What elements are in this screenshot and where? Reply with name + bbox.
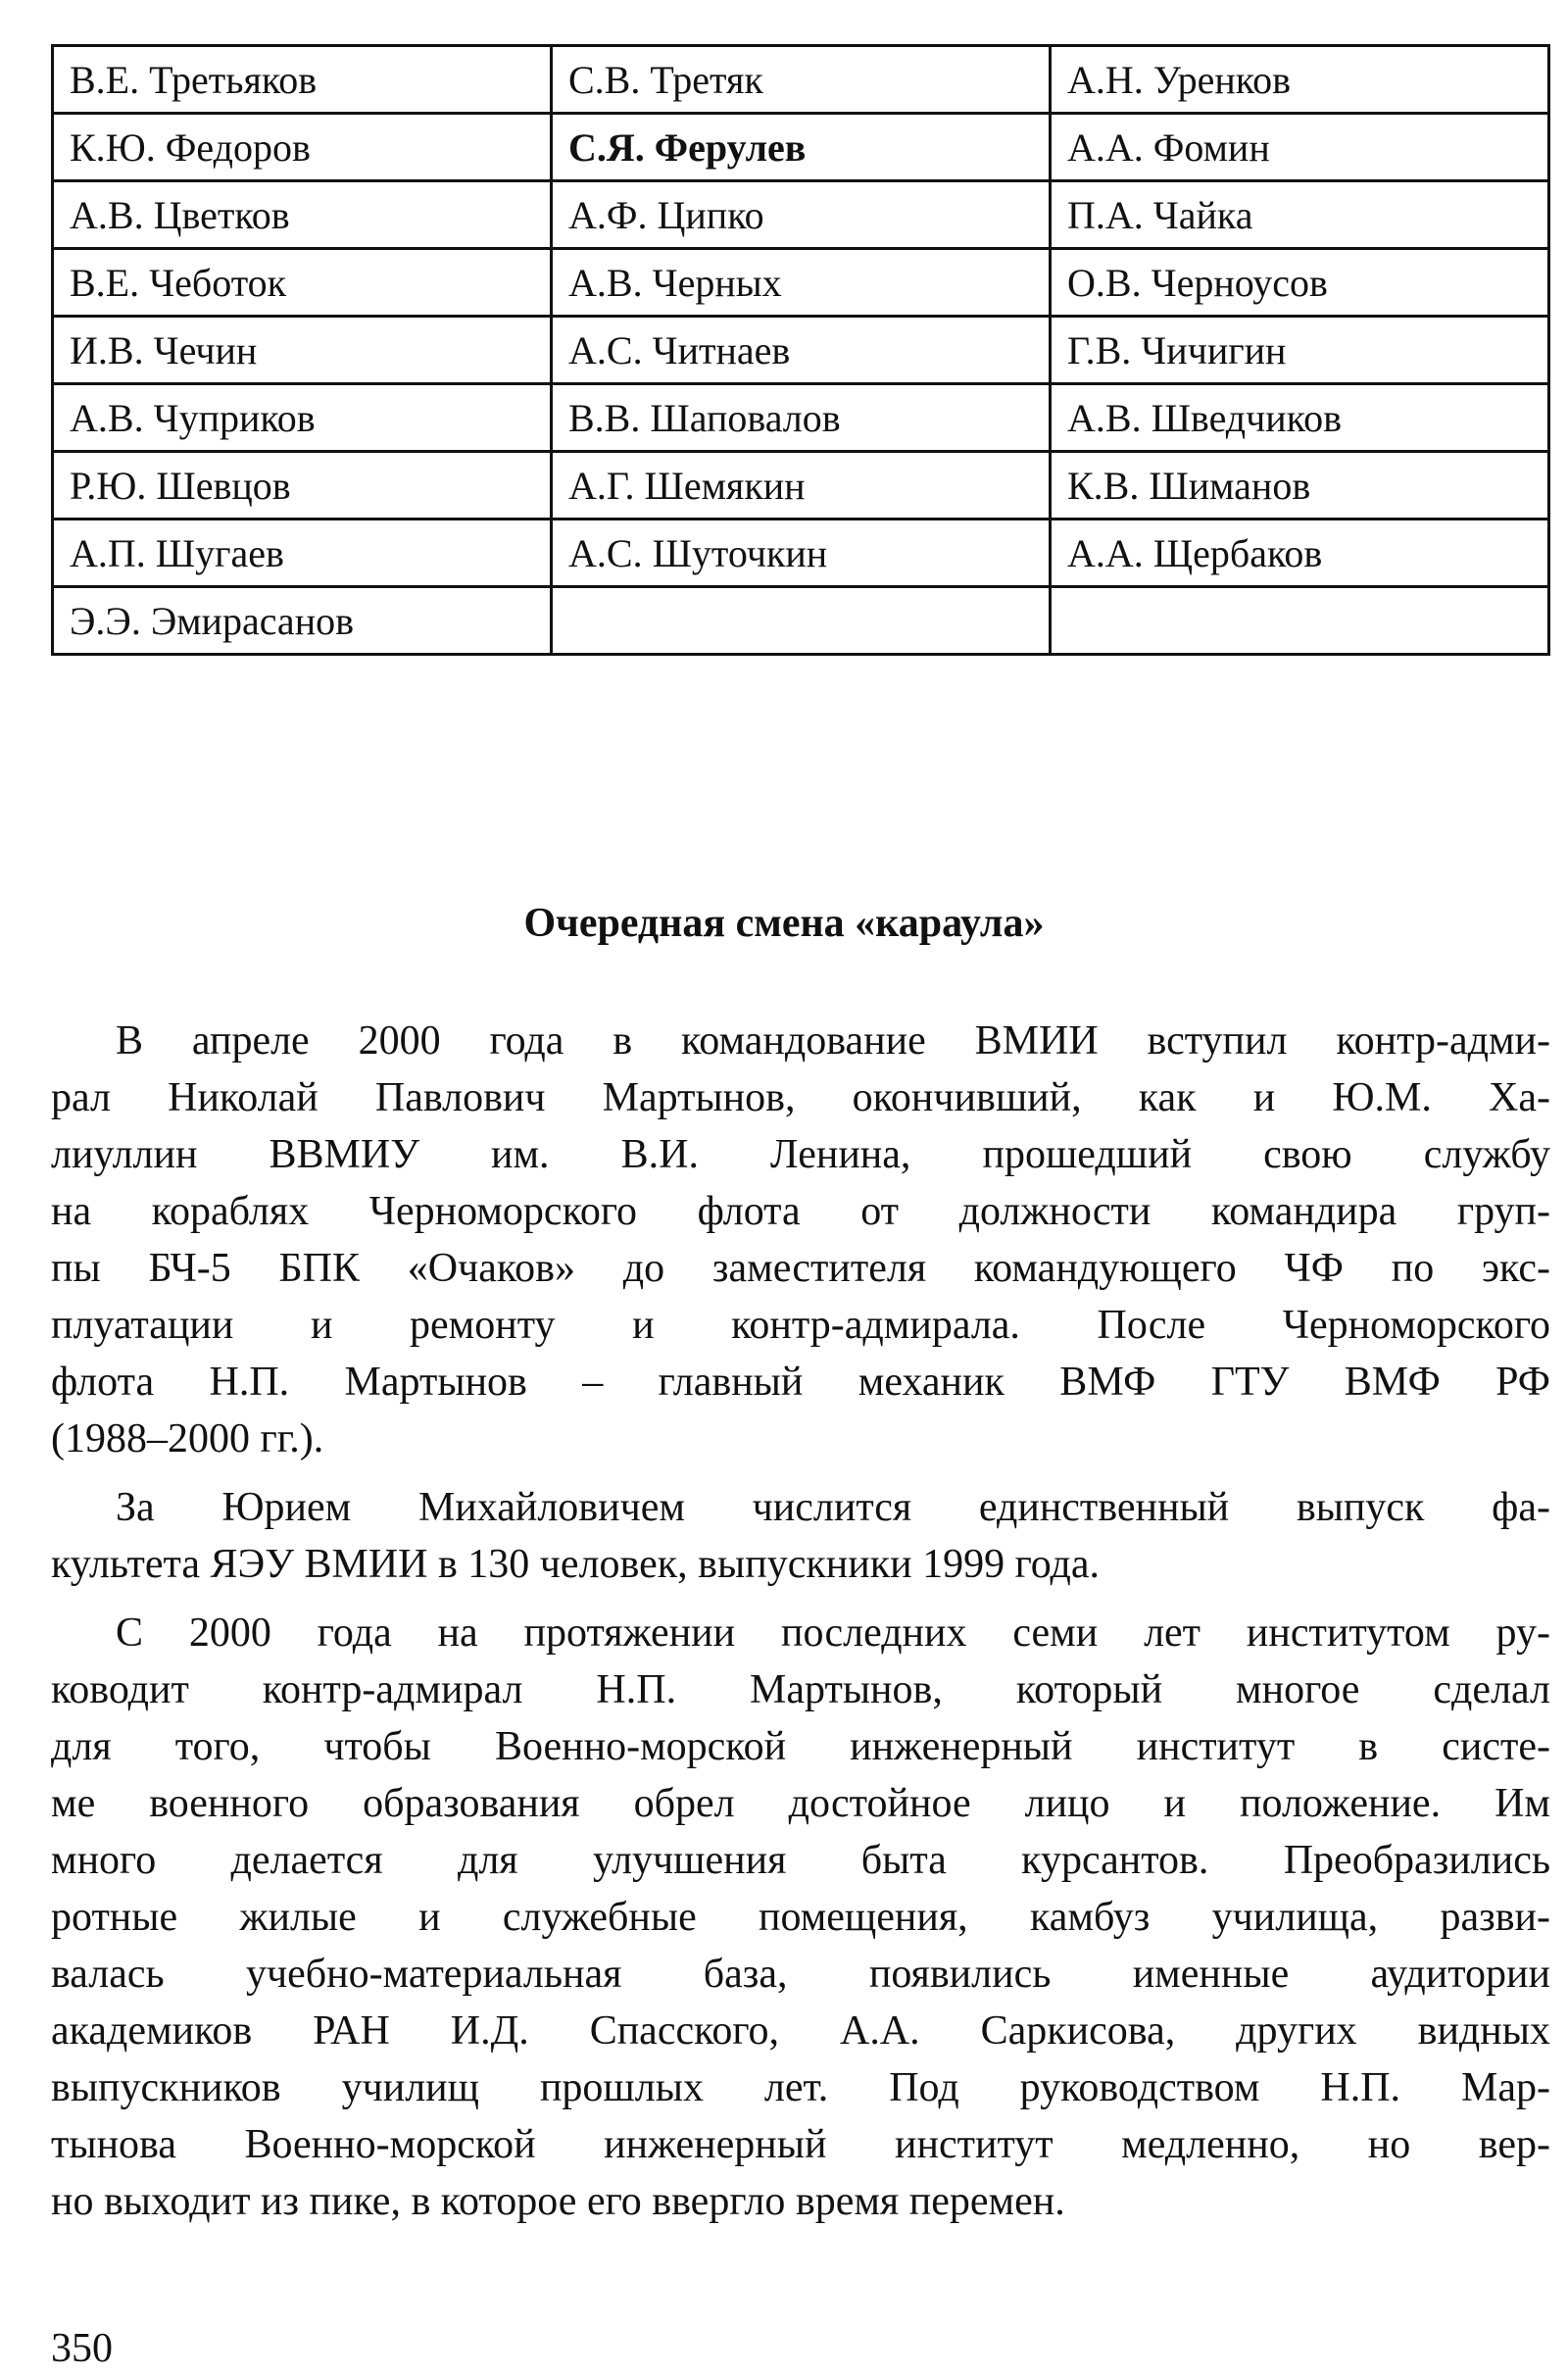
section-heading: Очередная смена «караула» <box>523 901 1045 946</box>
table-cell: А.Ф. Ципко <box>550 179 1052 250</box>
table-cell: К.В. Шиманов <box>1049 450 1550 520</box>
table-cell: Э.Э. Эмирасанов <box>51 585 553 656</box>
table-cell: Р.Ю. Шевцов <box>51 450 553 520</box>
table-cell: А.С. Шуточкин <box>550 518 1052 588</box>
table-cell: В.В. Шаповалов <box>550 382 1052 453</box>
table-row: Р.Ю. Шевцов А.Г. Шемякин К.В. Шиманов <box>51 450 1550 520</box>
paragraph: С 2000 года на протяжении последних семи… <box>51 1605 1550 2230</box>
text-line: академиков РАН И.Д. Спасского, А.А. Сарк… <box>51 2008 1550 2054</box>
text-line: В апреле 2000 года в командование ВМИИ в… <box>116 1018 1550 1064</box>
table-cell <box>550 585 1052 656</box>
table-cell: П.А. Чайка <box>1049 179 1550 250</box>
text-line: тынова Военно-морской инженерный институ… <box>51 2122 1550 2167</box>
text-line: флота Н.П. Мартынов – главный механик ВМ… <box>51 1360 1550 1405</box>
table-cell: А.В. Черных <box>550 247 1052 318</box>
table-row: И.В. Чечин А.С. Читнаев Г.В. Чичигин <box>51 315 1550 385</box>
table-cell: С.В. Третяк <box>550 44 1052 115</box>
names-table: В.Е. Третьяков С.В. Третяк А.Н. Уренков К.Ю… <box>51 44 1550 656</box>
text-line: плуатации и ремонту и контр-адмирала. По… <box>51 1303 1550 1348</box>
table-cell: А.П. Шугаев <box>51 518 553 588</box>
table-cell: А.Н. Уренков <box>1049 44 1550 115</box>
table-cell: А.В. Цветков <box>51 179 553 250</box>
text-line: для того, чтобы Военно-морской инженерны… <box>51 1724 1550 1769</box>
table-cell: А.А. Фомин <box>1049 112 1550 182</box>
text-line: на кораблях Черноморского флота от должн… <box>51 1189 1550 1234</box>
text-line: ме военного образования обрел достойное … <box>51 1781 1550 1826</box>
table-cell: А.В. Чуприков <box>51 382 553 453</box>
text-line: выпускников училищ прошлых лет. Под руко… <box>51 2065 1550 2110</box>
text-line: но выходит из пике, в которое его ввергл… <box>51 2179 1065 2224</box>
text-line: рал Николай Павлович Мартынов, окончивши… <box>51 1075 1550 1120</box>
table-cell: С.Я. Ферулев <box>550 112 1052 182</box>
text-line: много делается для улучшения быта курсан… <box>51 1838 1550 1883</box>
text-line: (1988–2000 гг.). <box>51 1416 324 1461</box>
text-line: С 2000 года на протяжении последних семи… <box>116 1610 1550 1656</box>
table-cell: А.Г. Шемякин <box>550 450 1052 520</box>
table-cell: А.С. Читнаев <box>550 315 1052 385</box>
text-line: культета ЯЭУ ВМИИ в 130 человек, выпускн… <box>51 1542 1101 1587</box>
table-row: Э.Э. Эмирасанов <box>51 585 1550 656</box>
table-row: В.Е. Третьяков С.В. Третяк А.Н. Уренков <box>51 44 1550 115</box>
paragraph: В апреле 2000 года в командование ВМИИ в… <box>51 1013 1550 1467</box>
table-cell: А.А. Щербаков <box>1049 518 1550 588</box>
paragraph: За Юрием Михайловичем числится единствен… <box>51 1479 1550 1593</box>
text-line: пы БЧ-5 БПК «Очаков» до заместителя кома… <box>51 1246 1550 1291</box>
text-line: ководит контр-адмирал Н.П. Мартынов, кот… <box>51 1667 1550 1712</box>
table-row: А.В. Чуприков В.В. Шаповалов А.В. Шведчико… <box>51 382 1550 453</box>
table-cell: В.Е. Чеботок <box>51 247 553 318</box>
table-cell: Г.В. Чичигин <box>1049 315 1550 385</box>
table-cell: И.В. Чечин <box>51 315 553 385</box>
table-cell: В.Е. Третьяков <box>51 44 553 115</box>
text-line: За Юрием Михайловичем числится единствен… <box>116 1485 1550 1530</box>
table-row: В.Е. Чеботок А.В. Черных О.В. Черноусов <box>51 247 1550 318</box>
table-cell: О.В. Черноусов <box>1049 247 1550 318</box>
table-cell: А.В. Шведчиков <box>1049 382 1550 453</box>
table-row: А.В. Цветков А.Ф. Ципко П.А. Чайка <box>51 179 1550 250</box>
page-number: 350 <box>51 2326 113 2371</box>
text-line: валась учебно-материальная база, появили… <box>51 1952 1550 1997</box>
table-cell: К.Ю. Федоров <box>51 112 553 182</box>
text-line: лиуллин ВВМИУ им. В.И. Ленина, прошедший… <box>51 1132 1550 1177</box>
table-row: А.П. Шугаев А.С. Шуточкин А.А. Щербаков <box>51 518 1550 588</box>
body-text: В апреле 2000 года в командование ВМИИ в… <box>51 1013 1550 2242</box>
table-row: К.Ю. Федоров С.Я. Ферулев А.А. Фомин <box>51 112 1550 182</box>
text-line: ротные жилые и служебные помещения, камб… <box>51 1895 1550 1940</box>
table-cell <box>1049 585 1550 656</box>
